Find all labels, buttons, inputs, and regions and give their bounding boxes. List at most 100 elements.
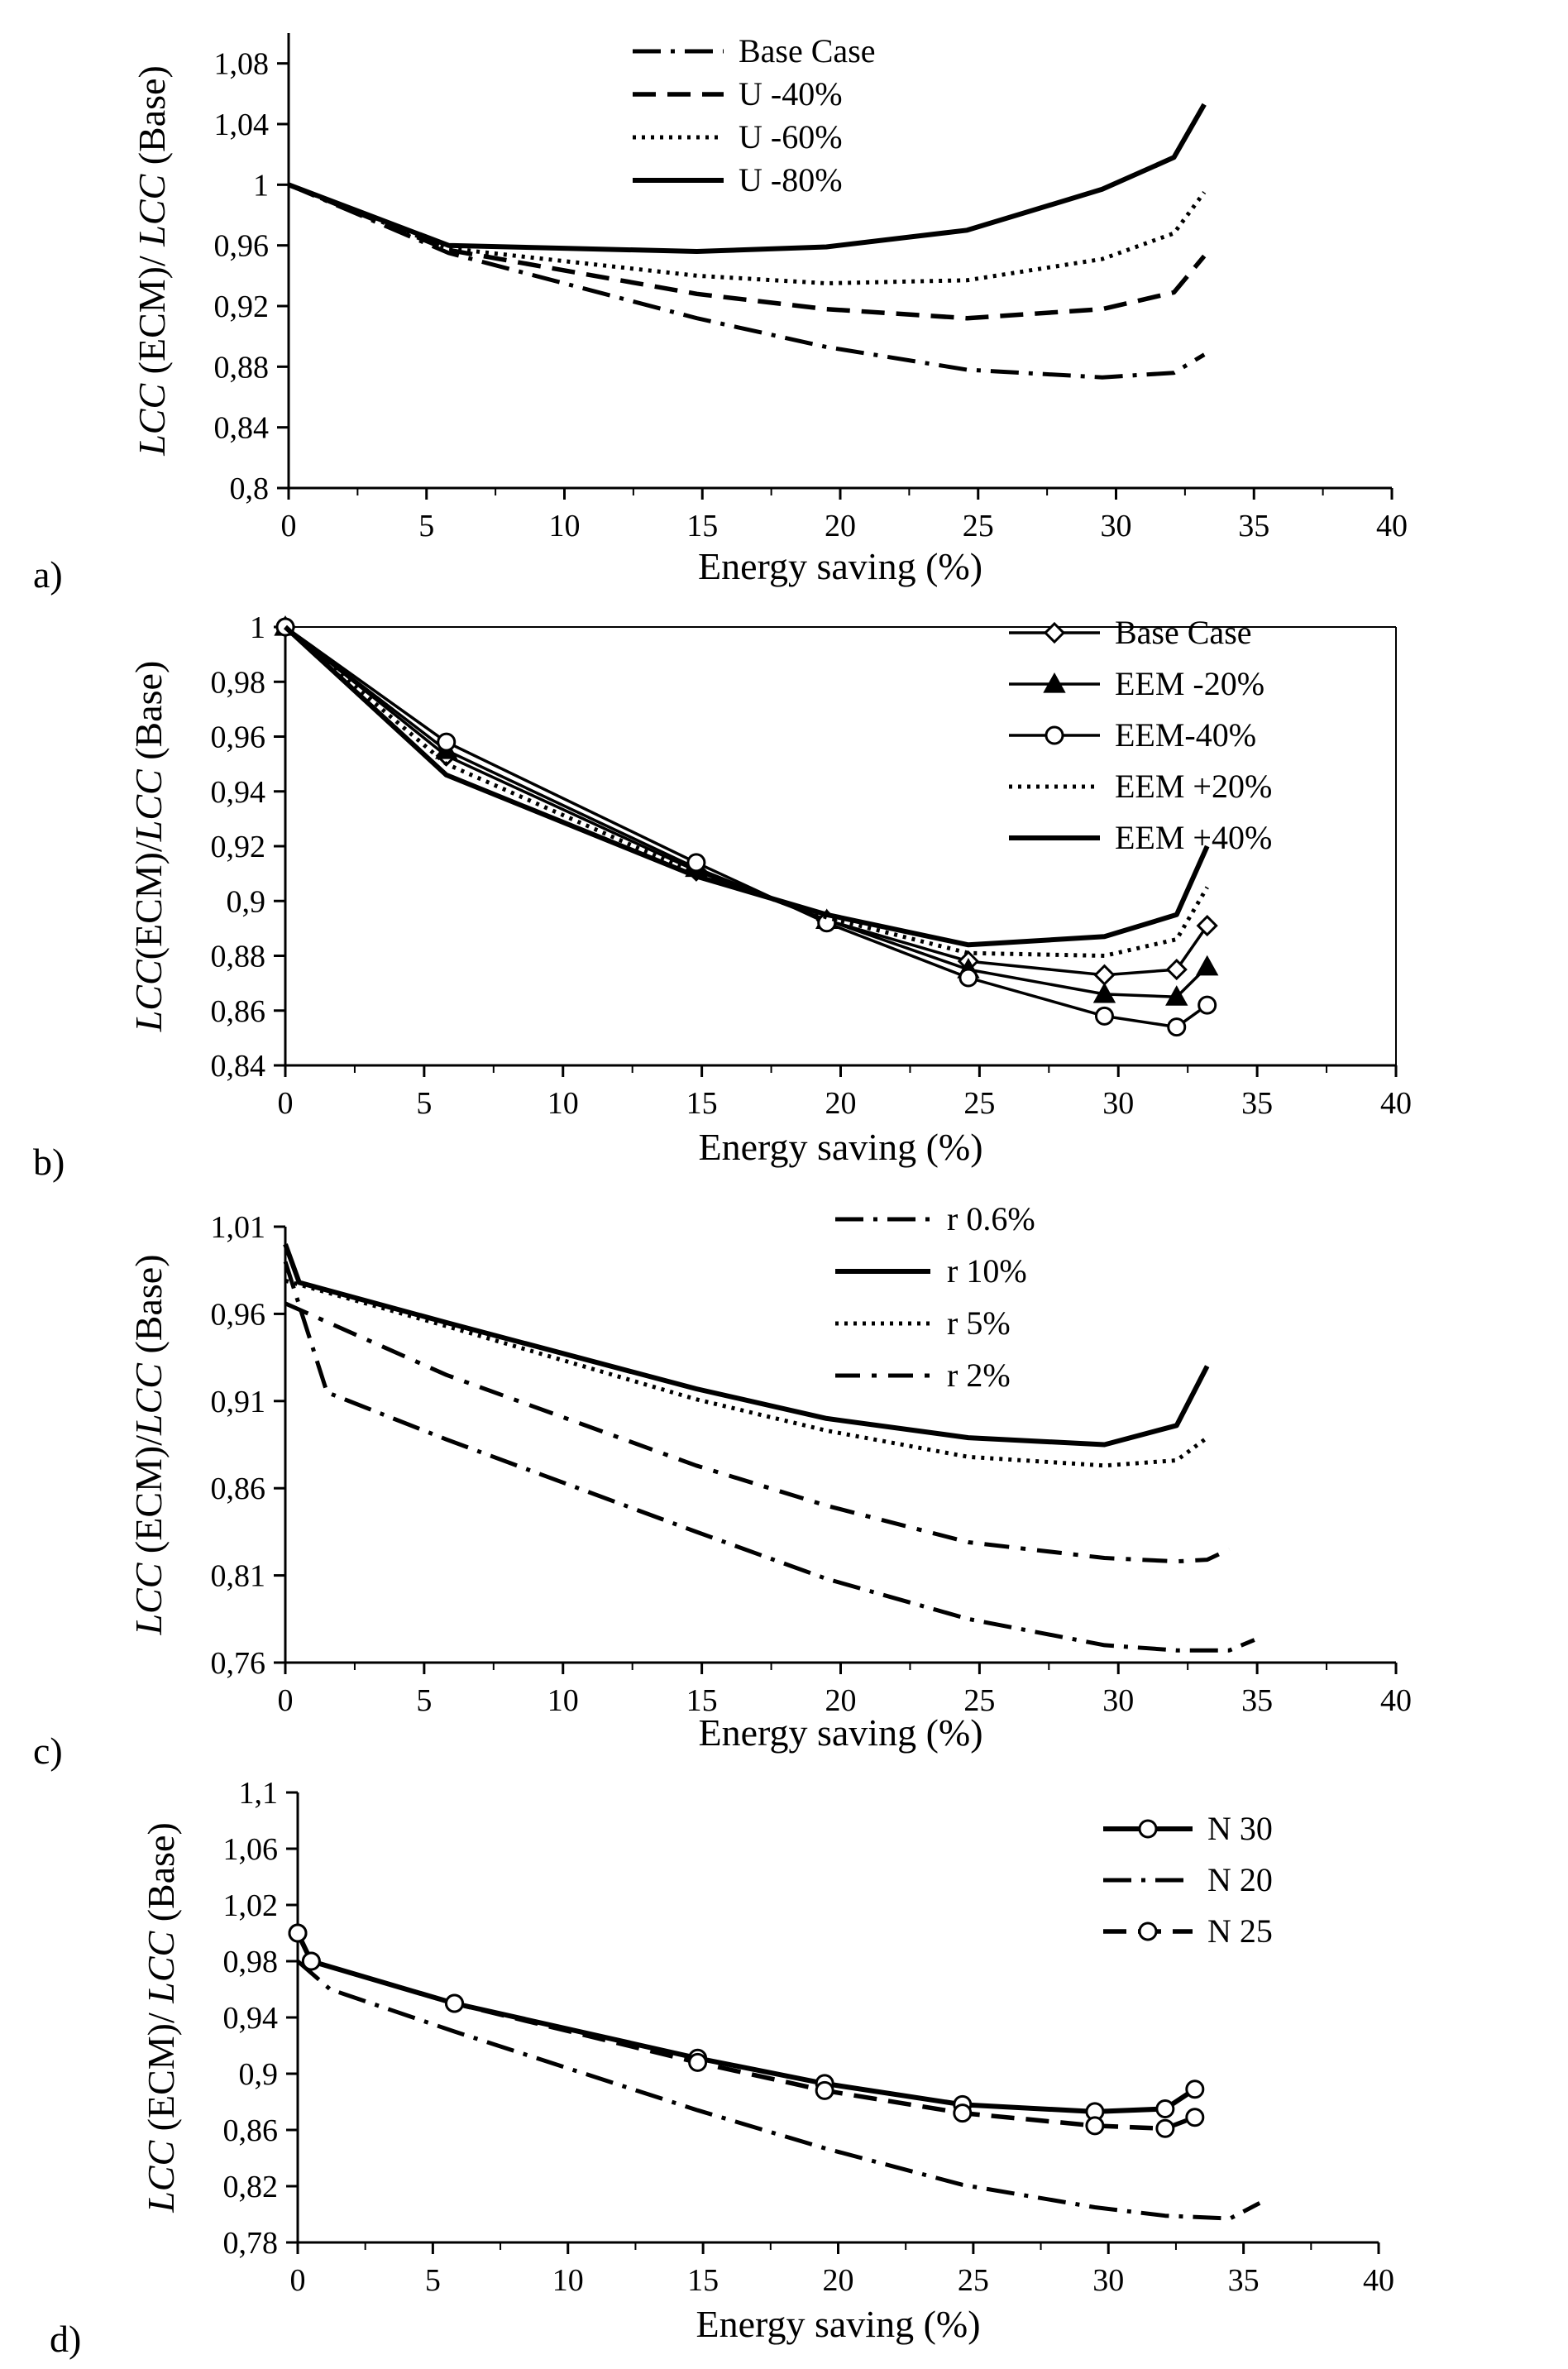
y-tick-label: 1 xyxy=(250,610,265,645)
y-tick-label: 1,04 xyxy=(214,108,270,142)
y-tick-label: 1,08 xyxy=(214,47,270,82)
x-tick-label: 20 xyxy=(825,1086,857,1121)
x-tick-label: 10 xyxy=(549,509,581,543)
series-line-1 xyxy=(283,1261,1255,1653)
series-line-4 xyxy=(287,103,1207,254)
y-axis-label-part: (ECM)/ xyxy=(140,2003,182,2141)
x-tick-label: 40 xyxy=(1380,1683,1412,1718)
legend-label: N 20 xyxy=(1207,1861,1273,1898)
x-tick-label: 35 xyxy=(1238,509,1269,543)
legend-swatch-marker xyxy=(1138,1819,1158,1839)
y-tick-label: 0,9 xyxy=(227,884,266,919)
x-tick-label: 15 xyxy=(686,1086,718,1121)
series-line-3 xyxy=(284,1278,1209,1468)
y-axis-label: LCC(ECM)/LCC (Base) xyxy=(127,661,170,1033)
x-tick-label: 20 xyxy=(823,2263,854,2298)
x-axis-label: Energy saving (%) xyxy=(698,1711,982,1754)
data-point-marker xyxy=(686,853,706,873)
x-tick-label: 35 xyxy=(1228,2263,1260,2298)
data-point-marker xyxy=(1167,1017,1187,1037)
series-line-3 xyxy=(295,1931,1196,2132)
panel-label: c) xyxy=(33,1730,63,1772)
data-point-marker xyxy=(1093,964,1116,986)
series-line-1 xyxy=(288,183,1206,380)
chart-panel-a: 0,8 0,84 0,88 0,92 0,96 1 1,04 1,08 0 5 10 15 20 25 30… xyxy=(33,32,1408,596)
x-tick-label: 10 xyxy=(547,1086,579,1121)
legend-label: EEM +20% xyxy=(1115,768,1272,805)
chart-panel-c: 0,76 0,81 0,86 0,91 0,96 1,01 0 5 10 15 20 25 30 35 40… xyxy=(33,1200,1412,1772)
y-axis-label: LCC (ECM)/ LCC (Base) xyxy=(131,65,173,457)
data-point-marker xyxy=(445,1993,465,2013)
data-point-marker xyxy=(1195,955,1219,976)
y-axis-label-part: (Base) xyxy=(127,1254,170,1363)
y-axis-label-part: LCC xyxy=(127,768,170,842)
y-tick-label: 0,86 xyxy=(223,2113,279,2148)
y-axis-label-part: (Base) xyxy=(127,661,170,770)
y-tick-label: 0,8 xyxy=(230,471,270,506)
data-point-marker xyxy=(301,1951,321,1971)
x-tick-label: 35 xyxy=(1241,1683,1273,1718)
y-tick-label: 0,88 xyxy=(211,940,266,974)
x-tick-label: 20 xyxy=(825,509,856,543)
y-axis-label-part: LCC xyxy=(127,1362,170,1436)
series-line-2 xyxy=(287,182,1207,321)
y-axis-label: LCC (ECM)/ LCC (Base) xyxy=(140,1822,182,2213)
legend-label: r 5% xyxy=(947,1304,1011,1342)
x-tick-label: 10 xyxy=(547,1683,579,1718)
data-point-marker xyxy=(1198,995,1217,1015)
y-tick-label: 0,96 xyxy=(211,720,266,755)
y-tick-label: 0,96 xyxy=(214,229,270,264)
y-axis-label-part: LCC xyxy=(140,2140,182,2213)
y-tick-label: 0,98 xyxy=(211,665,266,700)
x-tick-label: 0 xyxy=(278,1086,294,1121)
x-tick-label: 40 xyxy=(1380,1086,1412,1121)
y-tick-label: 0,81 xyxy=(211,1559,266,1594)
data-point-marker xyxy=(1155,2099,1175,2118)
panel-label: b) xyxy=(33,1141,65,1183)
legend-swatch-marker xyxy=(1138,1922,1158,1941)
series-line-2 xyxy=(283,1243,1210,1448)
legend-swatch-marker xyxy=(1043,621,1066,644)
series-line-5 xyxy=(283,625,1210,948)
series-line-1 xyxy=(295,1931,1197,2114)
data-point-marker xyxy=(1196,914,1218,937)
legend-label: r 2% xyxy=(947,1357,1011,1394)
data-point-marker xyxy=(1185,2079,1205,2099)
y-axis-label: LCC (ECM)/LCC (Base) xyxy=(127,1254,170,1635)
x-tick-label: 0 xyxy=(281,509,297,543)
x-tick-label: 30 xyxy=(1102,1683,1134,1718)
legend-label: U -60% xyxy=(739,118,843,156)
legend-label: EEM +40% xyxy=(1115,819,1272,856)
y-axis-label-part: LCC xyxy=(127,1562,170,1635)
data-point-marker xyxy=(1155,2118,1175,2138)
y-tick-label: 0,82 xyxy=(223,2170,279,2204)
legend-label: Base Case xyxy=(1115,614,1252,651)
legend-swatch-marker xyxy=(1043,672,1066,693)
y-tick-label: 0,76 xyxy=(211,1646,266,1681)
y-tick-label: 1,1 xyxy=(239,1776,279,1811)
y-tick-label: 0,84 xyxy=(214,411,270,446)
y-tick-label: 0,86 xyxy=(211,1472,266,1506)
x-tick-label: 30 xyxy=(1101,509,1132,543)
series-line-2 xyxy=(296,1960,1261,2221)
x-tick-label: 0 xyxy=(278,1683,294,1718)
x-tick-label: 35 xyxy=(1241,1086,1273,1121)
series-line-2 xyxy=(284,625,1208,998)
y-tick-label: 1,01 xyxy=(211,1210,266,1245)
x-axis-label: Energy saving (%) xyxy=(698,545,982,587)
x-tick-label: 10 xyxy=(552,2263,584,2298)
legend-label: EEM -20% xyxy=(1115,665,1264,702)
series-line-3 xyxy=(288,182,1207,285)
y-tick-label: 0,96 xyxy=(211,1297,266,1332)
legend-swatch-marker xyxy=(1045,725,1064,745)
legend-label: EEM-40% xyxy=(1115,716,1256,754)
y-tick-label: 0,98 xyxy=(223,1945,279,1979)
x-tick-label: 30 xyxy=(1092,2263,1124,2298)
series-line-4 xyxy=(284,1301,1231,1564)
data-point-marker xyxy=(288,1923,308,1943)
data-point-marker xyxy=(1094,1006,1114,1026)
data-point-marker xyxy=(1165,985,1188,1006)
data-point-marker xyxy=(953,2103,973,2123)
